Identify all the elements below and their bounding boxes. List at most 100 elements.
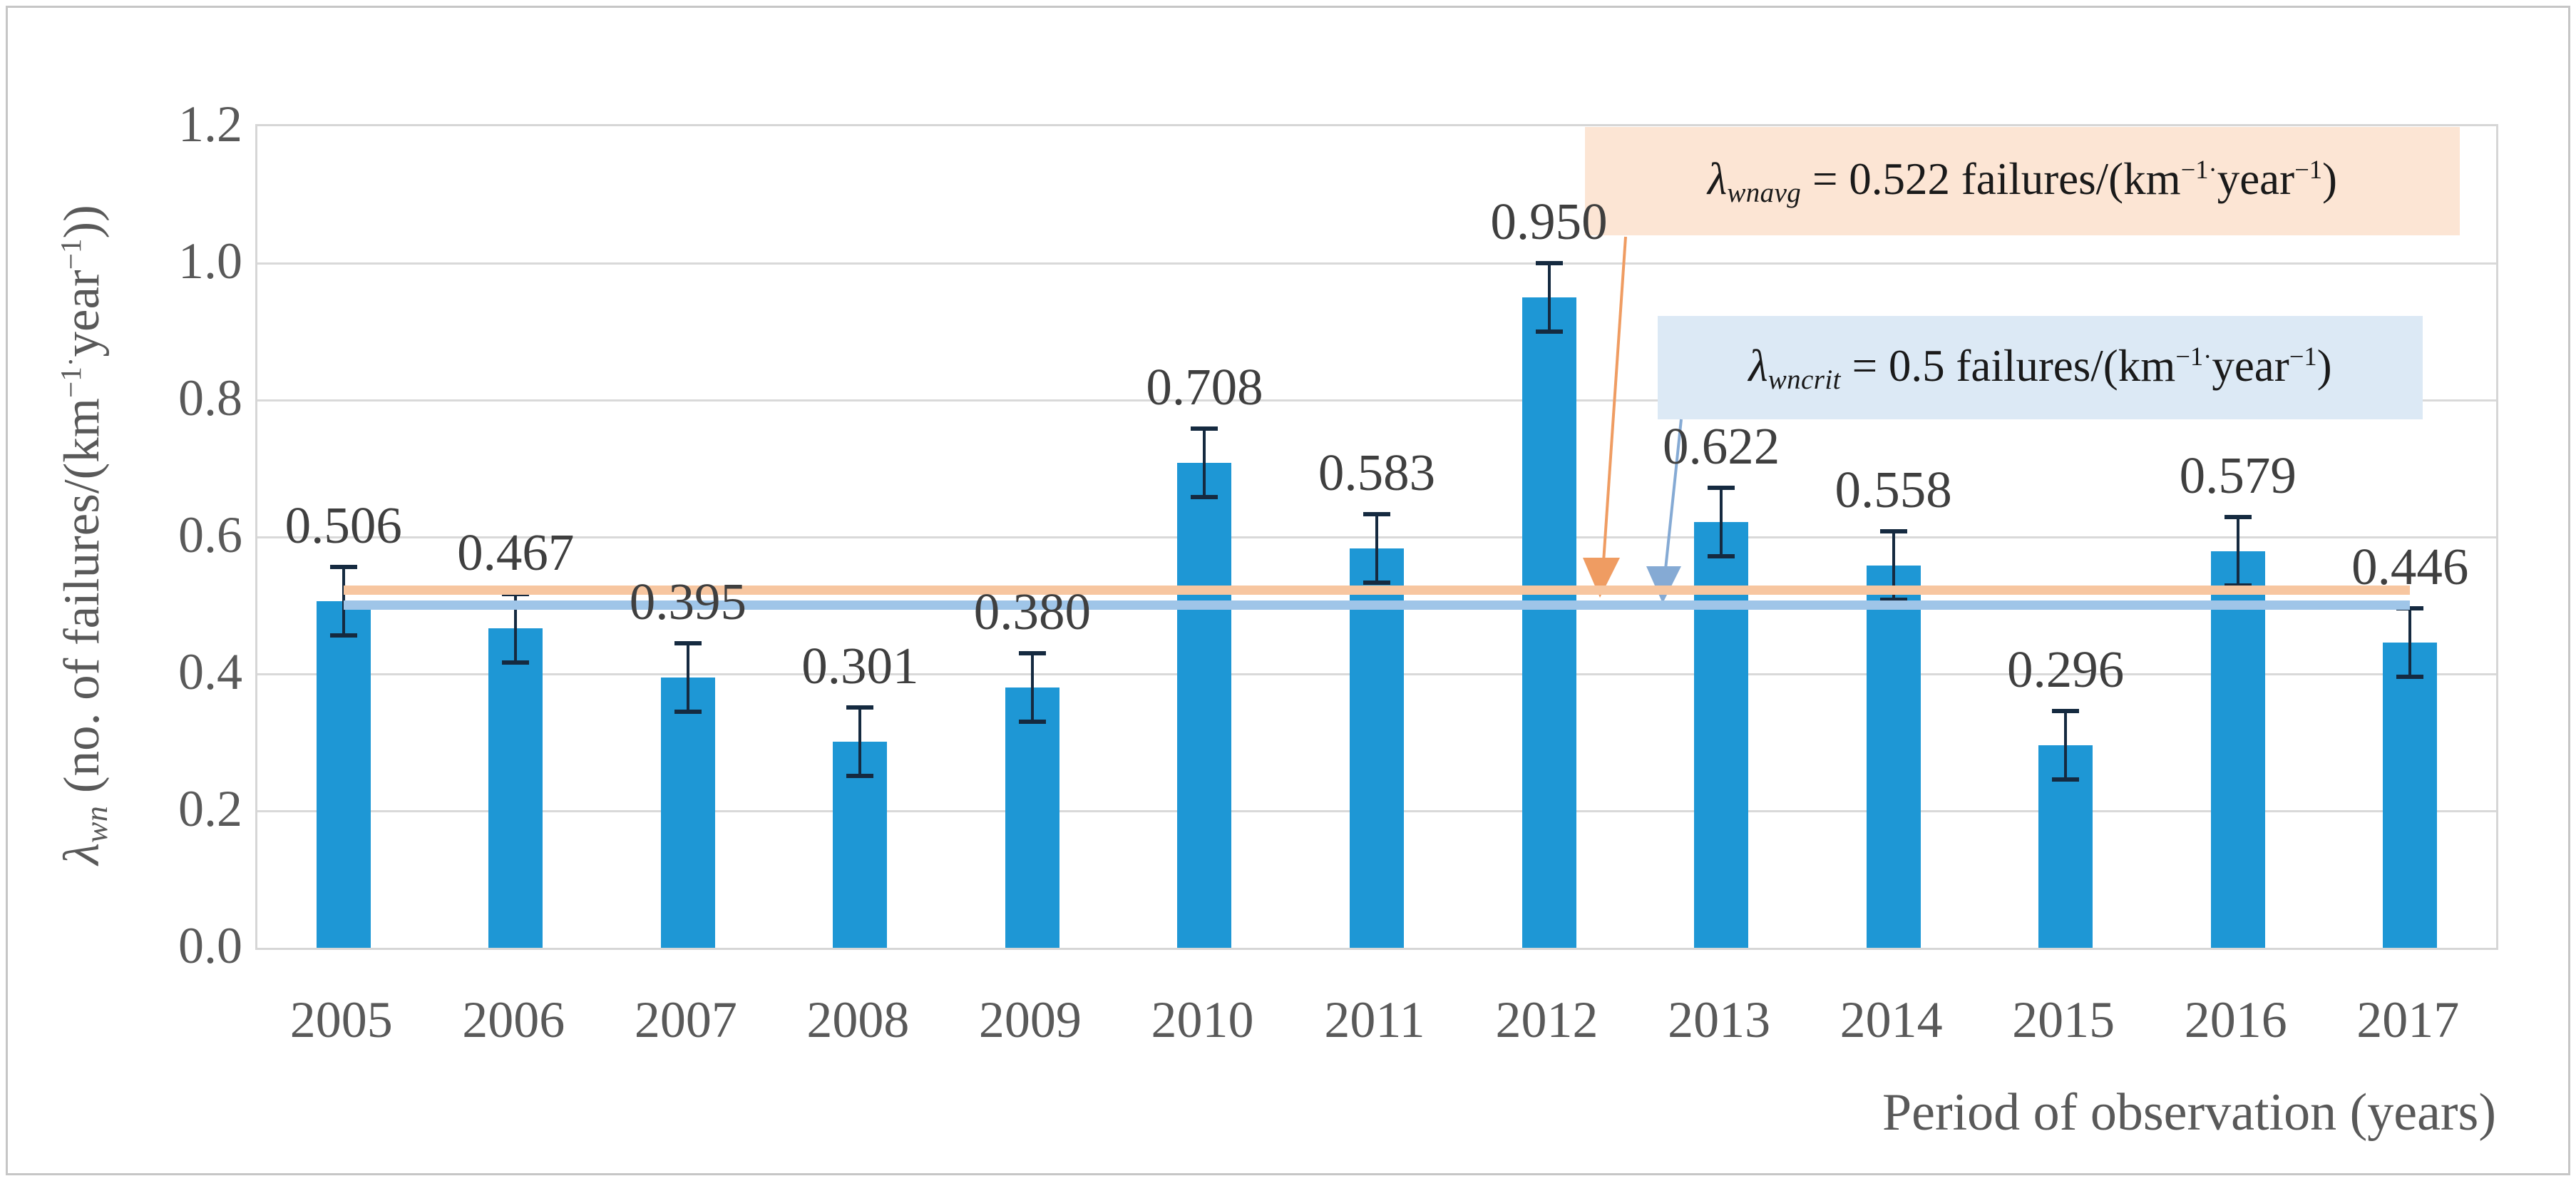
error-cap-top-2007 [674,640,702,645]
bar-2011 [1350,548,1404,948]
avg-superscript-1: −1· [2180,155,2217,185]
error-bar-2010 [1203,429,1206,498]
error-cap-bottom-2011 [1363,581,1390,586]
value-label-2013: 0.622 [1662,416,1780,475]
error-cap-bottom-2007 [674,709,702,714]
error-bar-2008 [858,707,862,777]
error-bar-2012 [1547,263,1551,332]
error-cap-bottom-2005 [329,633,357,638]
plot-area: 0.506 0.467 0.395 0.301 0.380 0.708 0.583 0.950… [255,124,2498,950]
error-bar-2017 [2408,608,2412,677]
error-cap-top-2014 [1879,529,1907,534]
x-tick-2012: 2012 [1495,991,1599,1048]
average-rate-callout: λwnavg = 0.522 failures/(km−1·year−1) [1585,127,2460,235]
value-label-2015: 0.296 [2007,640,2125,698]
critical-reference-line [343,600,2411,610]
error-cap-top-2011 [1363,512,1390,517]
avg-callout-close: ) [2321,154,2337,205]
error-bar-2013 [1720,487,1723,556]
value-label-2017: 0.446 [2351,537,2469,595]
crit-callout-text: = 0.5 failures/(km [1840,340,2176,391]
bar-2005 [316,601,371,948]
error-cap-bottom-2015 [2052,777,2080,782]
x-tick-2017: 2017 [2356,991,2460,1048]
bar-2010 [1177,463,1232,948]
error-bar-2007 [686,643,689,712]
value-label-2016: 0.579 [2179,446,2297,505]
crit-superscript-1: −1· [2175,341,2212,371]
y-axis-superscript-1: −1· [54,357,88,399]
x-axis-title: Period of observation (years) [1882,1083,2496,1142]
x-tick-2006: 2006 [462,991,565,1048]
value-label-2006: 0.467 [457,523,575,581]
error-bar-2016 [2236,517,2239,586]
error-cap-bottom-2008 [846,774,874,779]
bar-2012 [1522,297,1576,948]
value-label-2007: 0.395 [629,572,746,630]
crit-superscript-2: −1 [2289,341,2317,371]
error-cap-top-2009 [1018,651,1046,656]
value-label-2014: 0.558 [1834,461,1952,519]
error-bar-2014 [1892,531,1895,600]
x-tick-2008: 2008 [806,991,910,1048]
y-axis-superscript-2: −1 [54,238,88,270]
error-cap-top-2017 [2396,605,2424,610]
y-tick-0.2: 0.2 [178,780,242,837]
value-label-2012: 0.950 [1490,193,1608,250]
gridline-1.0 [257,262,2496,265]
crit-lambda-subscript: wncrit [1767,364,1841,395]
error-cap-bottom-2012 [1535,329,1563,334]
bar-2006 [488,628,543,948]
error-cap-bottom-2017 [2396,674,2424,679]
error-cap-top-2012 [1535,261,1563,265]
value-label-2008: 0.301 [801,637,919,695]
error-cap-top-2015 [2052,708,2080,713]
crit-lambda-symbol: λ [1748,340,1768,391]
bar-2017 [2383,642,2438,948]
x-tick-2005: 2005 [289,991,393,1048]
y-axis-title-text: (no. of failures/(km [53,398,110,806]
value-label-2011: 0.583 [1318,444,1436,502]
error-cap-top-2016 [2224,515,2252,520]
error-cap-top-2010 [1191,426,1218,431]
error-cap-bottom-2009 [1018,720,1046,725]
bar-2014 [1866,566,1921,948]
x-tick-2015: 2015 [2012,991,2115,1048]
error-cap-bottom-2006 [502,660,530,665]
value-label-2005: 0.506 [284,496,402,555]
critical-rate-callout: λwncrit = 0.5 failures/(km−1·year−1) [1658,316,2423,419]
y-tick-1.0: 1.0 [178,232,242,290]
average-reference-line [343,585,2411,595]
error-cap-bottom-2014 [1879,598,1907,603]
x-tick-2007: 2007 [634,991,737,1048]
error-bar-2009 [1030,653,1034,722]
error-cap-top-2013 [1708,485,1735,490]
bar-2007 [660,677,715,948]
avg-lambda-subscript: wnavg [1727,177,1802,208]
error-cap-bottom-2013 [1708,553,1735,558]
error-bar-2006 [514,593,518,663]
avg-superscript-2: −1 [2294,155,2322,185]
error-cap-bottom-2010 [1191,495,1218,500]
avg-callout-text-2: year [2217,154,2295,205]
value-label-2009: 0.380 [973,583,1092,641]
y-axis-lambda-symbol: λ [53,843,110,865]
avg-callout-text: = 0.522 failures/(km [1801,154,2181,205]
avg-lambda-symbol: λ [1708,154,1728,205]
x-tick-2016: 2016 [2184,991,2287,1048]
x-tick-2011: 2011 [1324,991,1425,1048]
x-tick-2009: 2009 [978,991,1082,1048]
error-bar-2015 [2064,710,2068,779]
y-tick-0.6: 0.6 [178,506,242,563]
y-tick-0.4: 0.4 [178,643,242,700]
bar-2016 [2210,551,2265,948]
crit-callout-close: ) [2316,340,2332,391]
gridline-0.8 [257,399,2496,402]
y-tick-1.2: 1.2 [178,96,242,153]
value-label-2010: 0.708 [1146,358,1263,416]
error-cap-top-2005 [329,565,357,570]
x-tick-2010: 2010 [1151,991,1254,1048]
bar-2009 [1005,687,1059,948]
error-bar-2011 [1375,514,1378,583]
